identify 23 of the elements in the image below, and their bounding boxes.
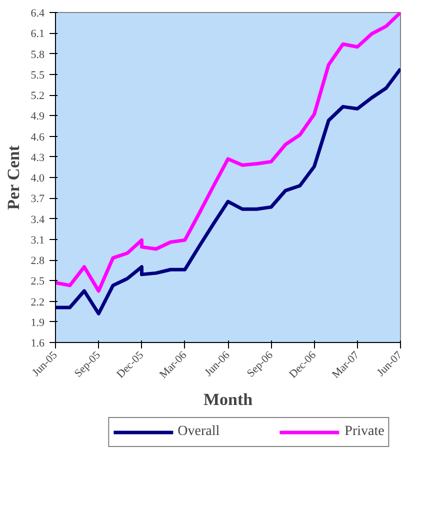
y-tick-label: 2.8	[30, 255, 45, 267]
x-axis-title: Month	[203, 390, 254, 410]
y-tick-label: 5.8	[30, 48, 45, 61]
y-tick-label: 4.9	[30, 110, 45, 123]
legend-label: Private	[344, 424, 384, 440]
y-tick-label: 3.4	[30, 214, 45, 226]
y-tick-label: 1.6	[30, 338, 45, 350]
y-tick-label: 6.4	[30, 8, 45, 20]
y-tick-label: 4.3	[30, 152, 45, 164]
legend-label: Overall	[178, 424, 220, 440]
line-series	[56, 67, 400, 316]
y-tick-label: 3.1	[30, 234, 44, 246]
y-tick-label: 4.6	[30, 131, 45, 144]
y-tick-label: 5.2	[30, 90, 44, 102]
line-series	[56, 12, 400, 293]
y-tick-label: 2.5	[30, 276, 45, 288]
y-tick-label: 6.1	[30, 28, 44, 40]
y-tick-label: 1.9	[30, 316, 45, 329]
y-tick-label: 5.5	[30, 69, 45, 82]
y-tick-label: 2.2	[30, 296, 44, 308]
y-tick-label: 3.7	[30, 193, 45, 206]
y-axis-title: Per Cent	[4, 145, 23, 210]
y-tick-label: 4.0	[30, 172, 45, 184]
